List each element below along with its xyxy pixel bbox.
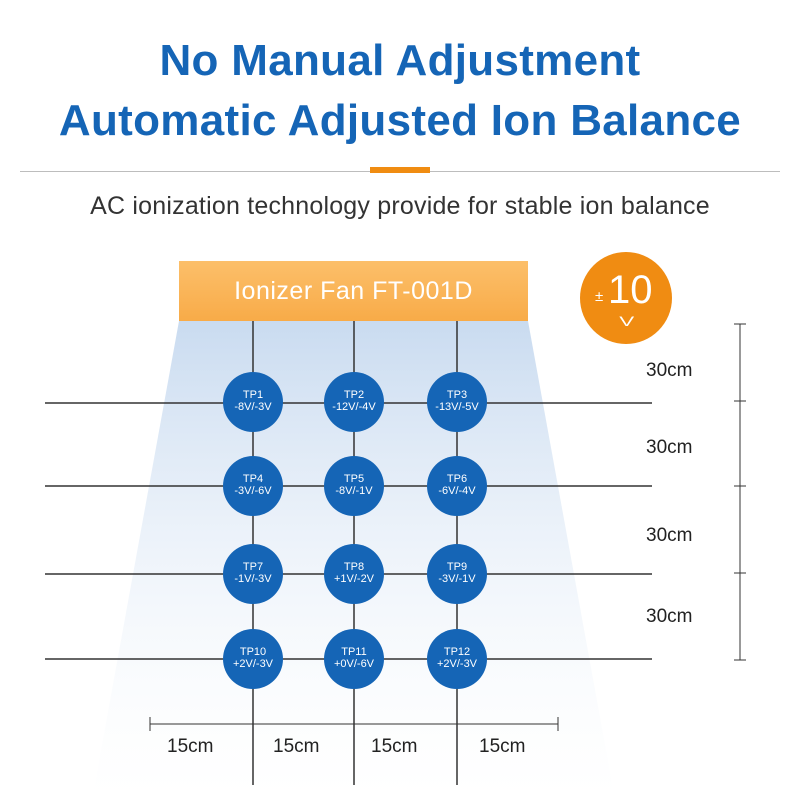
vertical-spacing-label: 30cm [646, 525, 693, 546]
plus-minus-sign: ± [595, 288, 604, 305]
test-point-tp2: TP2 -12V/-4V [324, 372, 384, 432]
test-point-id: TP9 [446, 561, 468, 573]
test-point-id: TP4 [242, 473, 264, 485]
horizontal-spacing-label: 15cm [167, 736, 214, 757]
test-point-tp4: TP4 -3V/-6V [223, 456, 283, 516]
title-line-1: No Manual Adjustment [159, 36, 641, 85]
test-point-id: TP2 [343, 389, 365, 401]
horizontal-spacing-label: 15cm [273, 736, 320, 757]
test-point-tp5: TP5 -8V/-1V [324, 456, 384, 516]
test-point-value: -13V/-5V [435, 401, 479, 413]
test-point-id: TP8 [343, 561, 365, 573]
subtitle: AC ionization technology provide for sta… [90, 192, 710, 220]
test-point-tp7: TP7 -1V/-3V [223, 544, 283, 604]
vertical-spacing-label: 30cm [646, 606, 693, 627]
horizontal-spacing-label: 15cm [479, 736, 526, 757]
test-point-id: TP6 [446, 473, 468, 485]
test-point-value: -8V/-3V [234, 401, 272, 413]
test-point-id: TP10 [239, 646, 267, 658]
test-point-value: -8V/-1V [335, 485, 373, 497]
test-point-tp11: TP11 +0V/-6V [324, 629, 384, 689]
test-point-value: +0V/-6V [333, 658, 375, 670]
vertical-spacing-label: 30cm [646, 360, 693, 381]
vertical-dimension [734, 323, 746, 661]
test-point-value: -3V/-1V [438, 573, 476, 585]
test-point-id: TP1 [242, 389, 264, 401]
test-point-tp12: TP12 +2V/-3V [427, 629, 487, 689]
title-line-2: Automatic Adjusted Ion Balance [58, 96, 742, 145]
test-point-tp10: TP10 +2V/-3V [223, 629, 283, 689]
balance-value: 10 [608, 268, 653, 312]
test-point-tp1: TP1 -8V/-3V [223, 372, 283, 432]
test-point-id: TP5 [343, 473, 365, 485]
horizontal-spacing-label: 15cm [371, 736, 418, 757]
test-point-tp8: TP8 +1V/-2V [324, 544, 384, 604]
test-point-id: TP11 [341, 646, 367, 658]
test-point-value: +1V/-2V [333, 573, 375, 585]
test-point-tp9: TP9 -3V/-1V [427, 544, 487, 604]
test-point-id: TP3 [446, 389, 468, 401]
test-point-id: TP7 [242, 561, 264, 573]
test-point-value: -3V/-6V [234, 485, 272, 497]
accent-bar [370, 167, 430, 173]
volt-unit: V [619, 313, 635, 329]
ionizer-fan-label: Ionizer Fan FT-001D [179, 261, 528, 321]
vertical-spacing-label: 30cm [646, 437, 693, 458]
test-point-value: +2V/-3V [232, 658, 274, 670]
test-point-value: +2V/-3V [436, 658, 478, 670]
test-point-tp3: TP3 -13V/-5V [427, 372, 487, 432]
balance-badge: ± 10 V [580, 252, 672, 344]
test-point-value: -12V/-4V [332, 401, 376, 413]
test-point-value: -6V/-4V [438, 485, 476, 497]
horizontal-dimension [149, 717, 559, 731]
test-point-id: TP12 [443, 646, 471, 658]
test-point-value: -1V/-3V [234, 573, 272, 585]
test-point-tp6: TP6 -6V/-4V [427, 456, 487, 516]
